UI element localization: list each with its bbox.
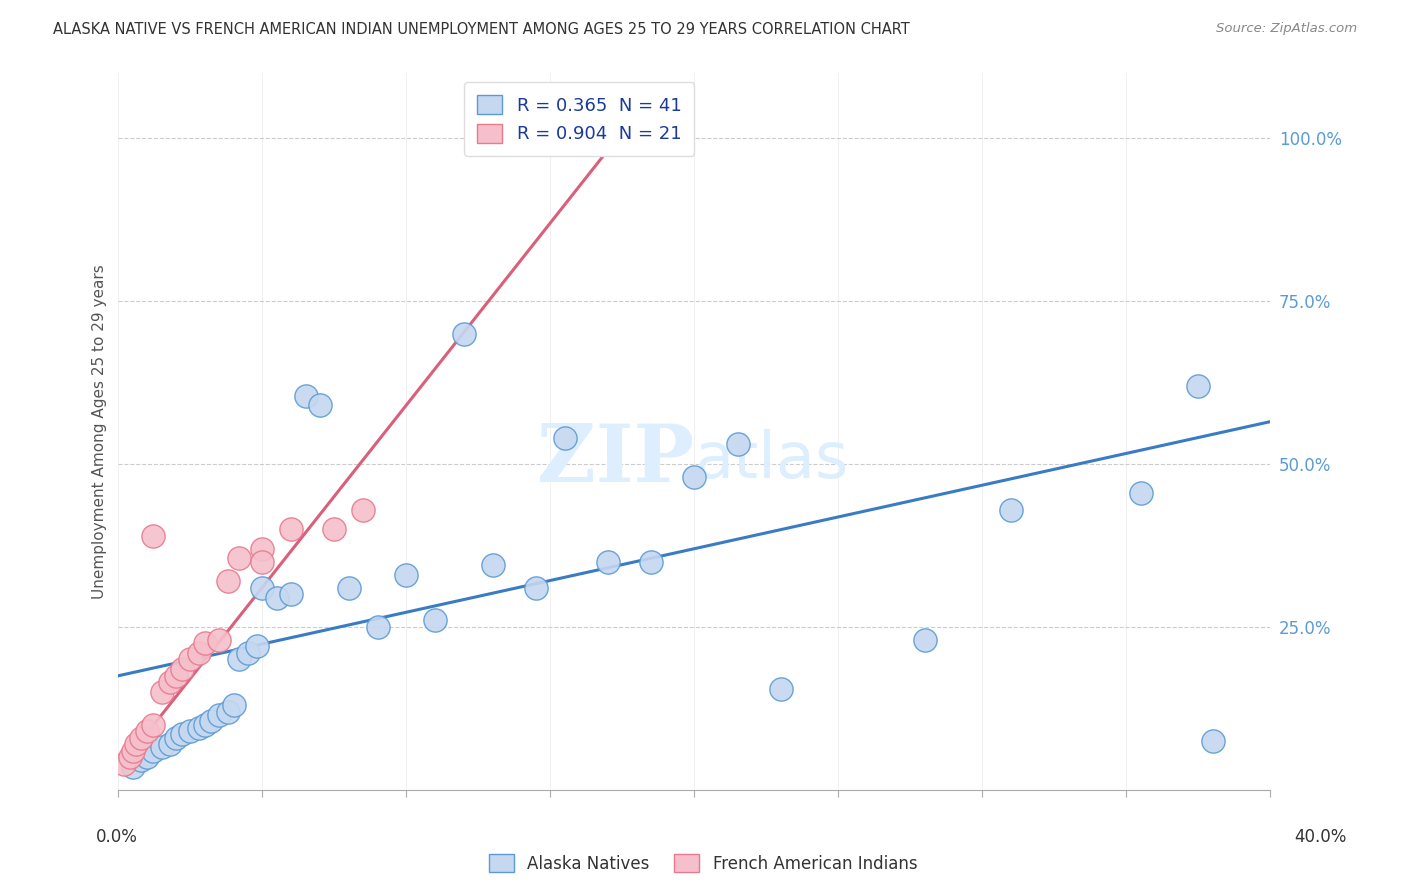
Y-axis label: Unemployment Among Ages 25 to 29 years: Unemployment Among Ages 25 to 29 years: [93, 264, 107, 599]
Point: [170, 662, 193, 676]
Point: [769, 681, 792, 696]
Point: [252, 541, 274, 556]
Point: [727, 437, 749, 451]
Point: [352, 502, 374, 516]
Point: [323, 522, 346, 536]
Point: [524, 581, 547, 595]
Point: [482, 558, 505, 572]
Point: [228, 652, 250, 666]
Point: [131, 731, 153, 745]
Point: [165, 669, 187, 683]
Point: [395, 567, 418, 582]
Point: [159, 737, 181, 751]
Point: [121, 744, 143, 758]
Point: [188, 721, 211, 735]
Point: [208, 707, 231, 722]
Point: [252, 581, 274, 595]
Point: [142, 744, 165, 758]
Point: [159, 675, 181, 690]
Point: [252, 555, 274, 569]
Point: [337, 581, 360, 595]
Point: [683, 470, 706, 484]
Point: [367, 620, 389, 634]
Point: [1000, 502, 1022, 516]
Point: [217, 574, 239, 589]
Point: [914, 632, 936, 647]
Point: [1129, 486, 1152, 500]
Point: [596, 555, 619, 569]
Point: [118, 750, 141, 764]
Point: [246, 640, 269, 654]
Point: [208, 632, 231, 647]
Point: [217, 705, 239, 719]
Text: ZIP: ZIP: [537, 421, 695, 499]
Point: [222, 698, 245, 712]
Point: [194, 717, 217, 731]
Point: [228, 551, 250, 566]
Point: [640, 555, 662, 569]
Point: [112, 756, 135, 771]
Text: ALASKA NATIVE VS FRENCH AMERICAN INDIAN UNEMPLOYMENT AMONG AGES 25 TO 29 YEARS C: ALASKA NATIVE VS FRENCH AMERICAN INDIAN …: [53, 22, 910, 37]
Point: [150, 685, 173, 699]
Point: [142, 528, 165, 542]
Point: [425, 613, 447, 627]
Point: [194, 636, 217, 650]
Point: [179, 652, 201, 666]
Point: [309, 398, 332, 412]
Point: [266, 591, 288, 605]
Point: [179, 724, 201, 739]
Point: [236, 646, 259, 660]
Text: Source: ZipAtlas.com: Source: ZipAtlas.com: [1216, 22, 1357, 36]
Point: [1202, 734, 1225, 748]
Point: [453, 326, 475, 341]
Point: [136, 724, 159, 739]
Point: [125, 737, 148, 751]
Point: [554, 431, 576, 445]
Point: [1187, 378, 1209, 392]
Point: [121, 760, 143, 774]
Point: [165, 731, 187, 745]
Text: atlas: atlas: [695, 429, 849, 491]
Legend: Alaska Natives, French American Indians: Alaska Natives, French American Indians: [482, 847, 924, 880]
Point: [294, 388, 316, 402]
Text: 40.0%: 40.0%: [1295, 828, 1347, 846]
Legend: R = 0.365  N = 41, R = 0.904  N = 21: R = 0.365 N = 41, R = 0.904 N = 21: [464, 82, 695, 156]
Text: 0.0%: 0.0%: [96, 828, 138, 846]
Point: [200, 714, 222, 729]
Point: [188, 646, 211, 660]
Point: [280, 522, 302, 536]
Point: [136, 750, 159, 764]
Point: [131, 754, 153, 768]
Point: [280, 587, 302, 601]
Point: [142, 717, 165, 731]
Point: [150, 740, 173, 755]
Point: [170, 727, 193, 741]
